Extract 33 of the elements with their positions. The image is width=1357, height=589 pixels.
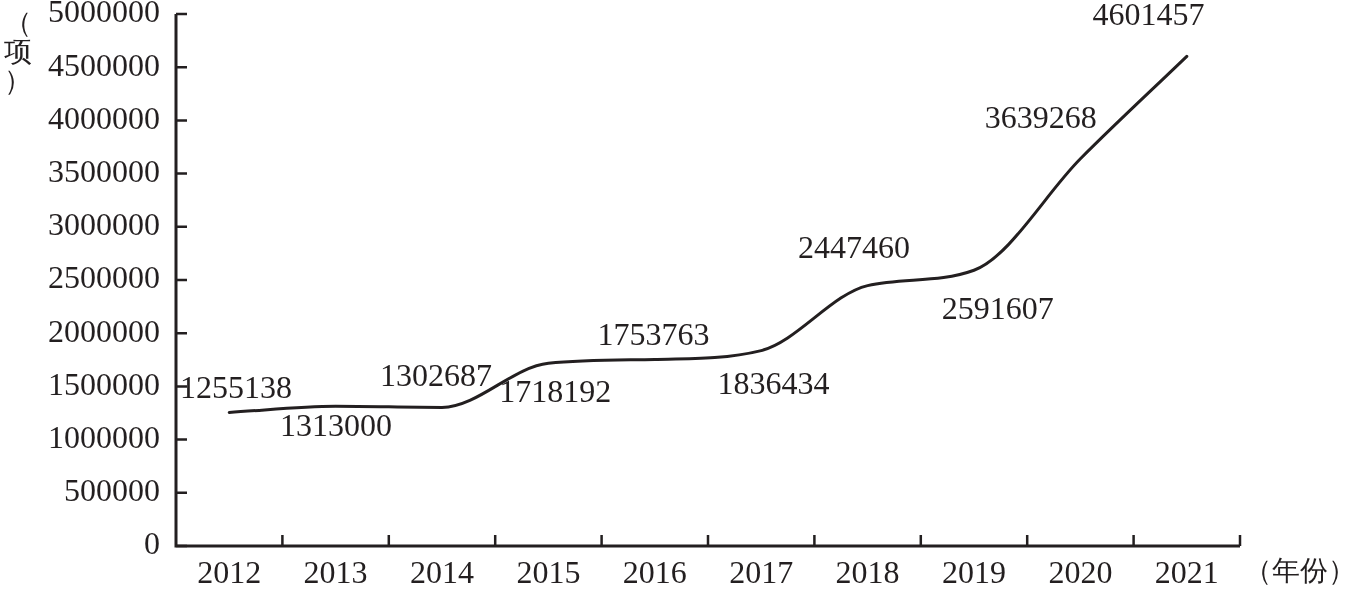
data-label: 2591607: [941, 289, 1054, 326]
x-tick-label: 2020: [1048, 553, 1113, 589]
x-tick-label: 2012: [197, 553, 262, 589]
y-tick-label: 3500000: [48, 153, 160, 190]
x-axis-title: （年份）: [1244, 555, 1356, 586]
x-tick-label: 2013: [303, 553, 368, 589]
y-tick-label: 2000000: [48, 312, 160, 349]
data-label: 1313000: [280, 406, 393, 443]
x-tick-label: 2017: [729, 553, 794, 589]
data-label: 3639268: [984, 98, 1097, 135]
data-label: 1718192: [499, 373, 612, 410]
data-label: 2447460: [797, 228, 910, 265]
x-tick-label: 2018: [835, 553, 900, 589]
y-tick-label: 2500000: [48, 259, 160, 296]
data-label: 4601457: [1092, 0, 1205, 33]
y-tick-label: 0: [144, 525, 160, 562]
x-tick-label: 2019: [942, 553, 1006, 589]
y-tick-label: 3000000: [48, 206, 160, 243]
data-label: 1753763: [597, 316, 710, 353]
data-label: 1302687: [379, 357, 492, 393]
x-tick-label: 2016: [622, 553, 687, 589]
y-tick-label: 1500000: [48, 365, 160, 402]
y-tick-label: 5000000: [48, 0, 160, 30]
x-tick-label: 2021: [1154, 553, 1219, 589]
data-label: 1255138: [180, 369, 292, 406]
x-tick-label: 2014: [410, 553, 474, 589]
y-tick-label: 4500000: [48, 46, 160, 83]
x-tick-label: 2015: [516, 553, 581, 589]
data-label: 1836434: [717, 365, 830, 402]
y-tick-label: 500000: [64, 472, 160, 509]
y-axis-title: （项）: [3, 7, 33, 96]
y-tick-label: 1000000: [48, 419, 160, 456]
y-tick-label: 4000000: [48, 99, 160, 136]
